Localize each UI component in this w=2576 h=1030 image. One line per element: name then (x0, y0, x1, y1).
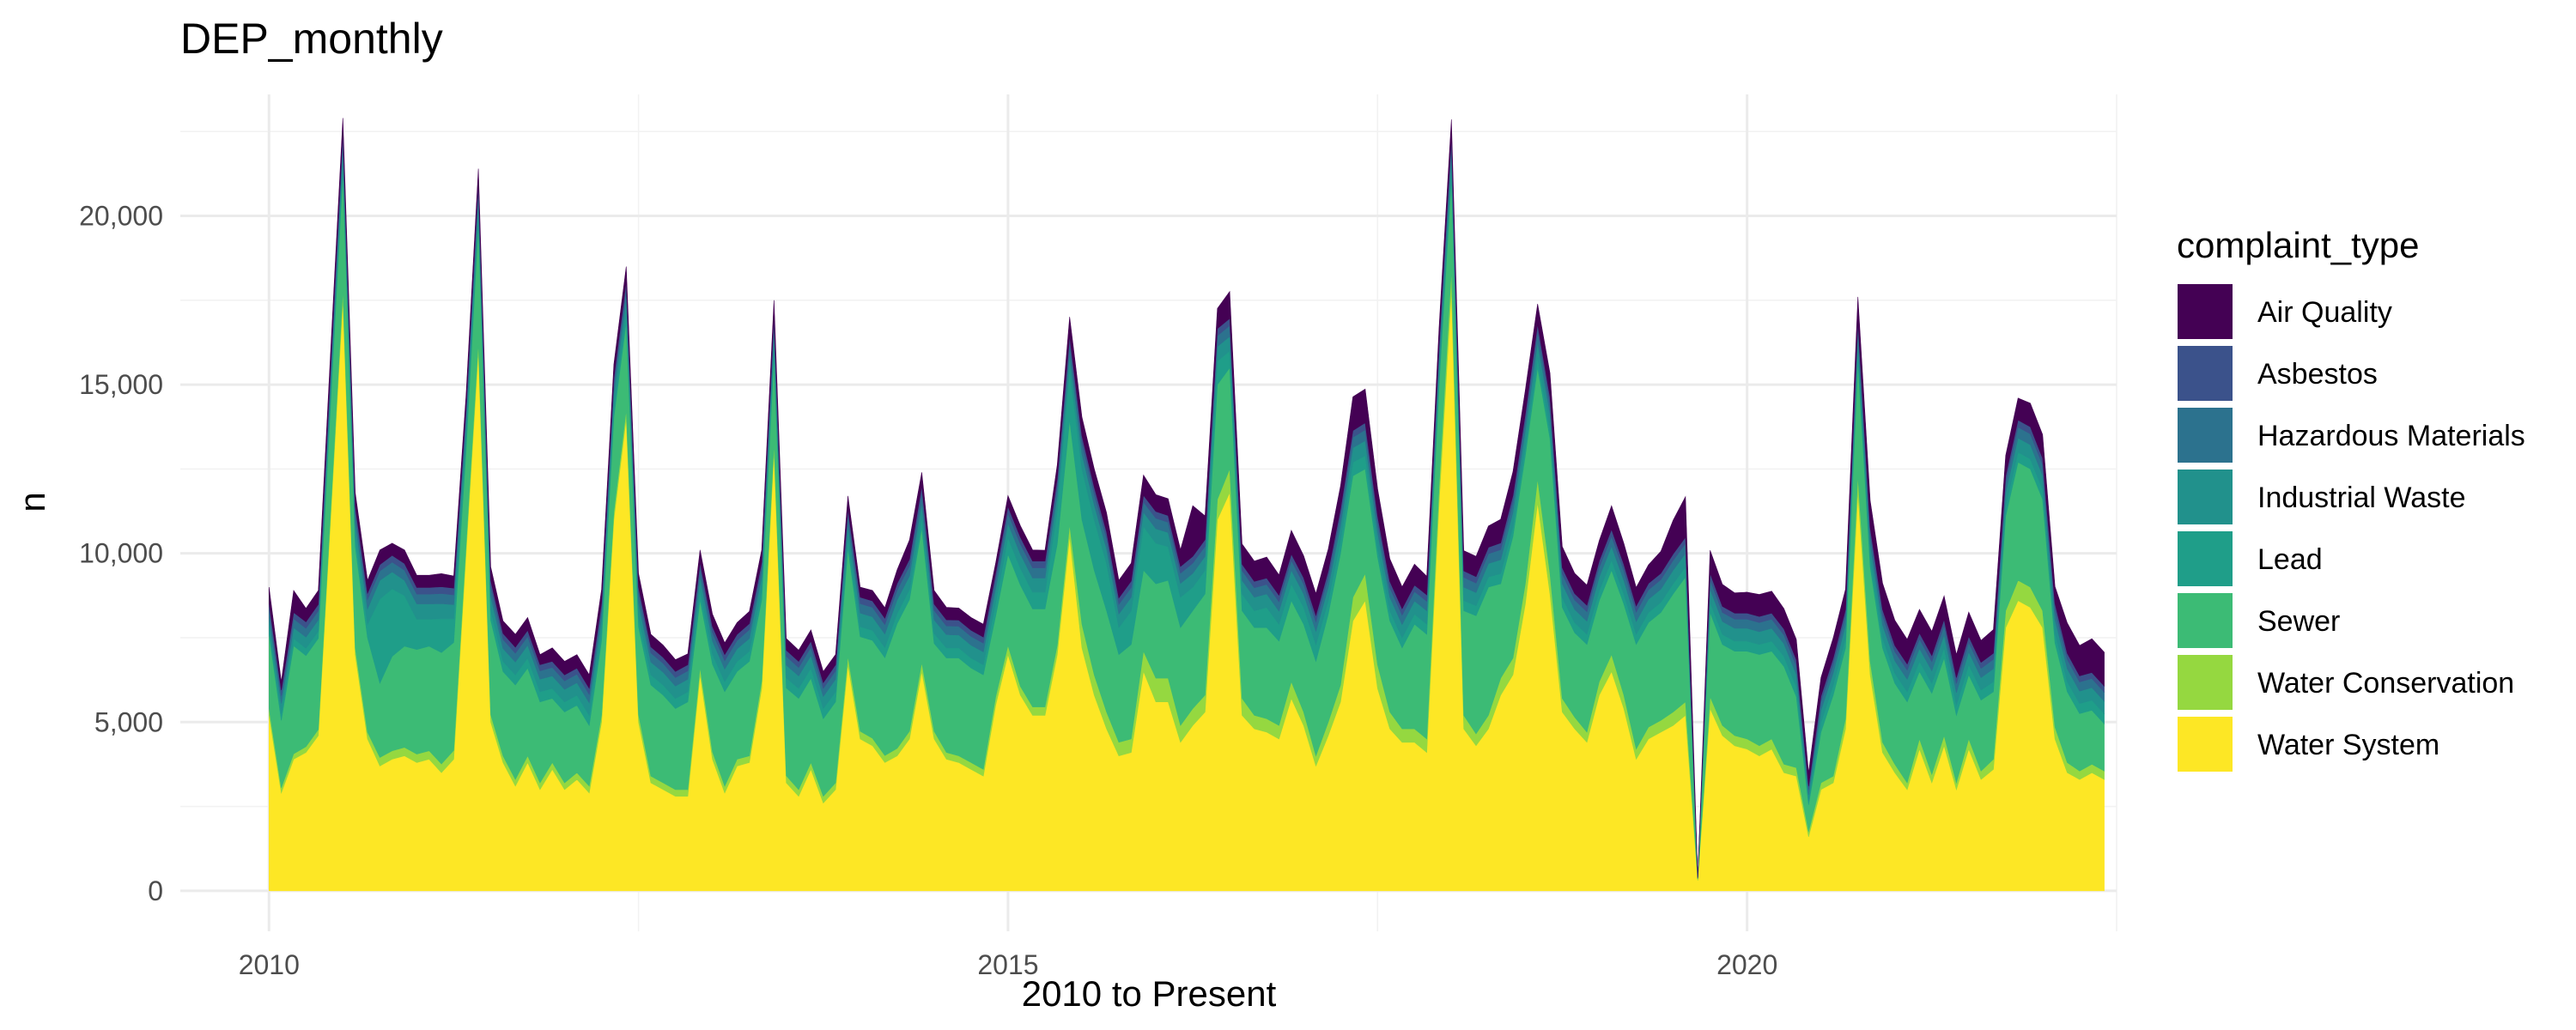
y-axis-title: n (12, 492, 52, 512)
legend-items: Air Quality Asbestos Hazardous Materials In… (2176, 282, 2525, 773)
legend-swatch-water-conservation (2176, 653, 2234, 712)
legend-swatch-industrial-waste (2176, 468, 2234, 526)
y-tick-label: 20,000 (79, 201, 163, 232)
legend-label-water-conservation: Water Conservation (2257, 667, 2514, 700)
x-tick-label: 2015 (977, 949, 1038, 980)
legend-swatch-sewer (2176, 591, 2234, 650)
legend-swatch-water-system (2176, 715, 2234, 773)
x-tick-label: 2020 (1716, 949, 1777, 980)
y-tick-label: 5,000 (94, 706, 163, 737)
legend-label-sewer: Sewer (2257, 605, 2340, 638)
legend-label-air-quality: Air Quality (2257, 296, 2392, 329)
y-tick-label: 15,000 (79, 369, 163, 400)
legend-label-water-system: Water System (2257, 729, 2439, 761)
area-series-air-quality (269, 118, 2105, 878)
y-tick-label: 10,000 (79, 538, 163, 569)
x-tick-label: 2010 (239, 949, 300, 980)
legend-swatch-hazardous-materials (2176, 406, 2234, 464)
chart-title: DEP_monthly (180, 15, 443, 63)
x-axis-title: 2010 to Present (1022, 973, 1277, 1014)
legend-swatch-lead (2176, 530, 2234, 588)
legend-label-hazardous-materials: Hazardous Materials (2257, 420, 2525, 452)
legend-label-industrial-waste: Industrial Waste (2257, 482, 2466, 514)
legend-label-lead: Lead (2257, 543, 2323, 576)
legend-label-asbestos: Asbestos (2257, 358, 2378, 391)
legend: complaint_type Air Quality Asbestos Hazard… (2176, 225, 2525, 773)
area-layer (269, 118, 2105, 892)
legend-swatch-asbestos (2176, 344, 2234, 403)
axis-layer: 2010 2015 2020 0 5,000 10,000 15,000 20,000 (79, 201, 1777, 980)
legend-title: complaint_type (2177, 225, 2420, 265)
legend-swatch-air-quality (2176, 282, 2234, 341)
y-tick-label: 0 (148, 876, 163, 906)
